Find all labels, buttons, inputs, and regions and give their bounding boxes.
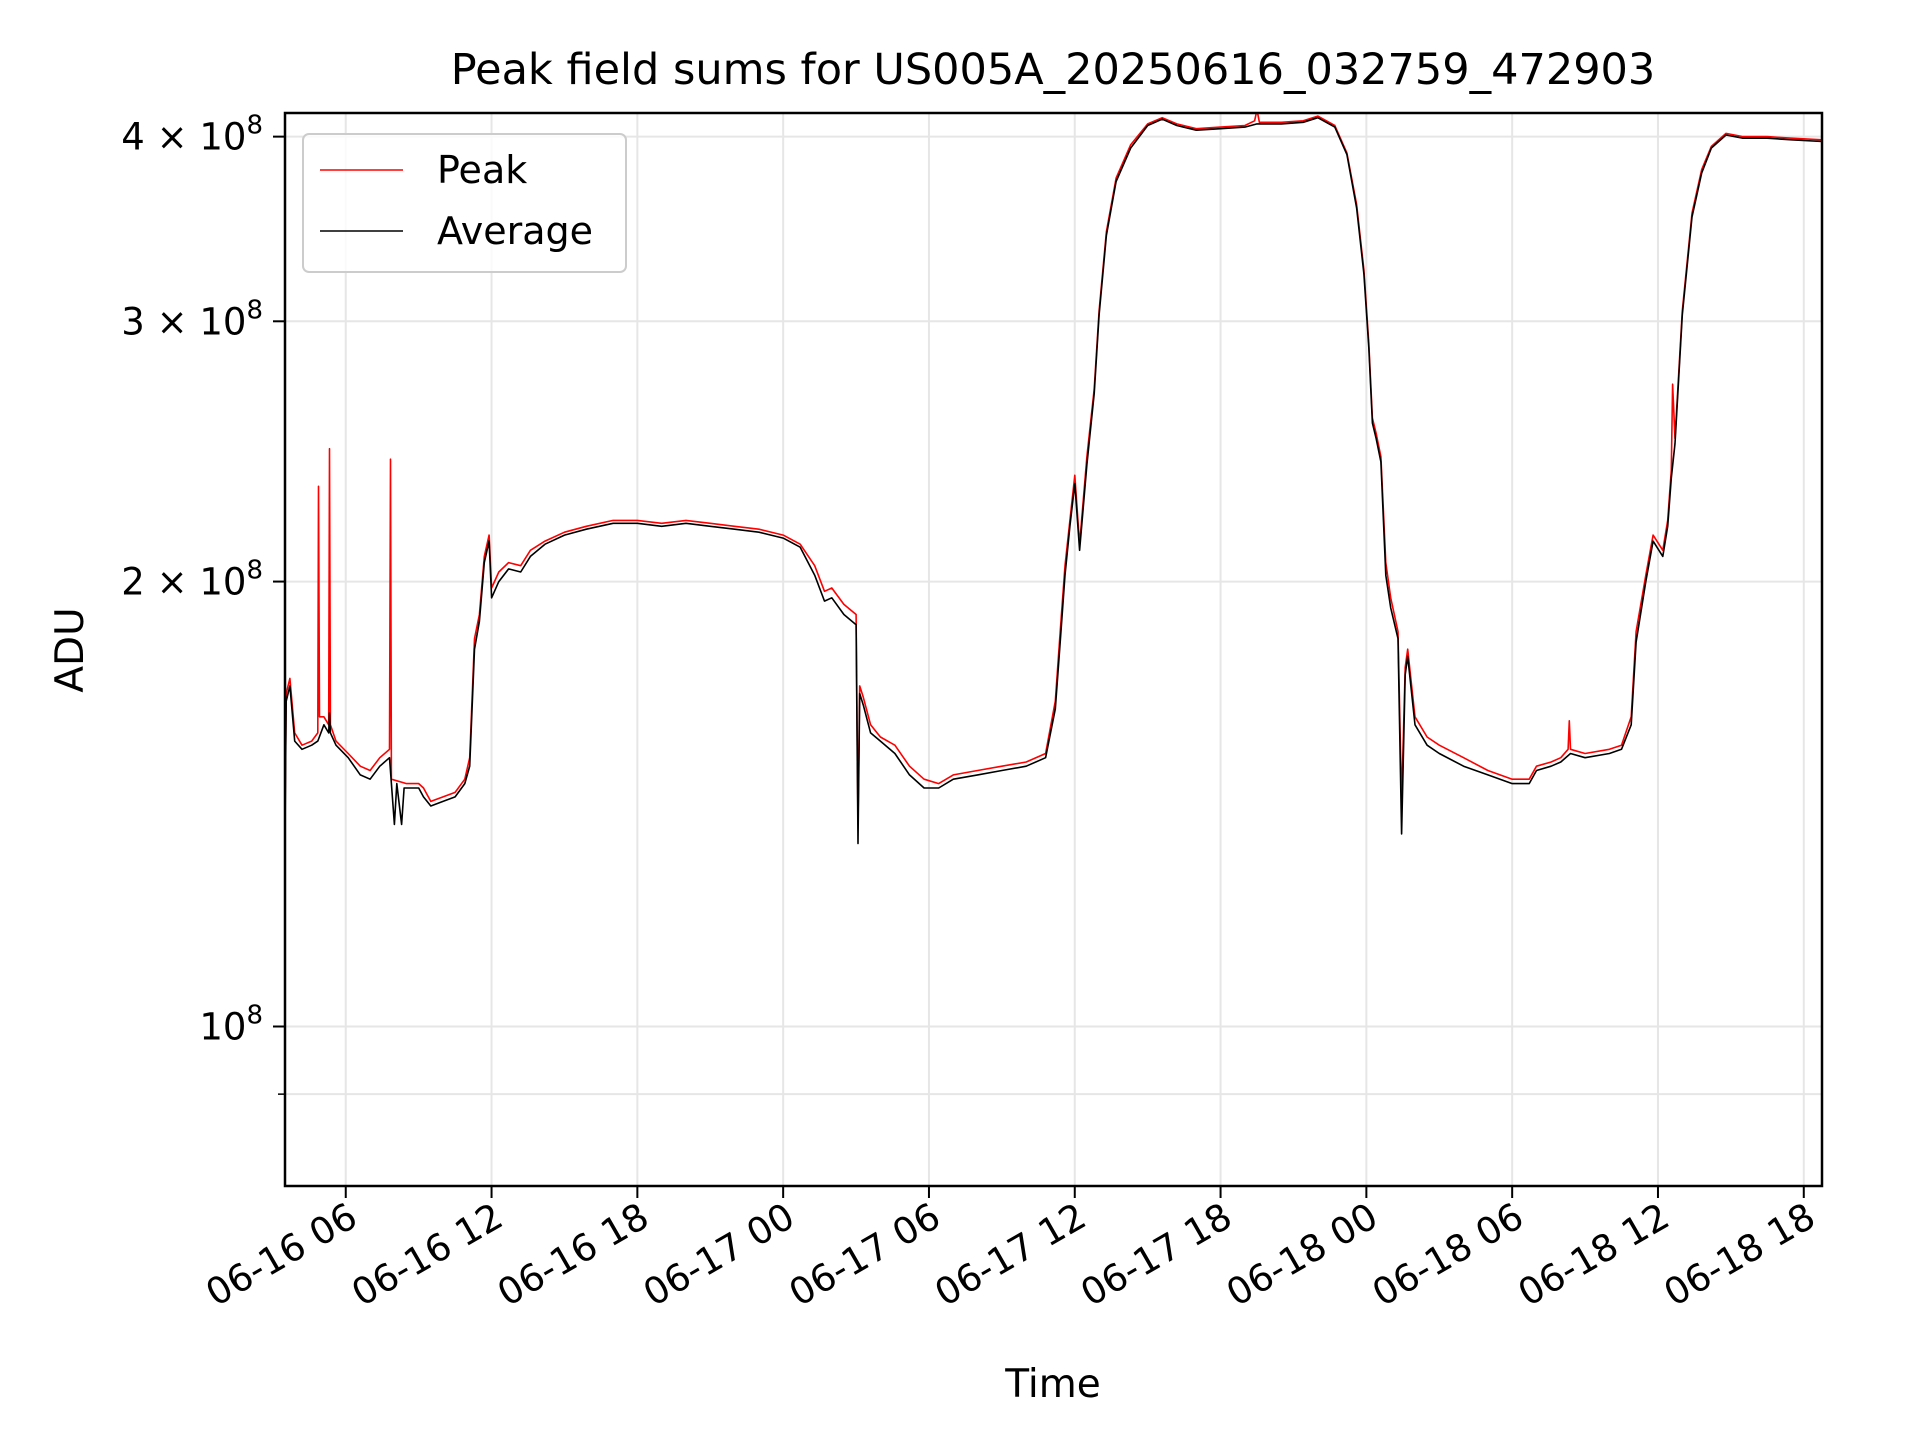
legend-box — [302, 133, 627, 273]
y-tick-label: 4 × 108 — [121, 111, 263, 159]
plot-frame — [283, 111, 1824, 1188]
legend-label-peak: Peak — [437, 148, 527, 192]
series-lines — [285, 113, 1822, 845]
x-axis-label: Time — [1004, 1362, 1100, 1407]
grid — [285, 113, 1822, 1186]
chart-title: Peak field sums for US005A_20250616_0327… — [451, 45, 1656, 95]
y-tick-label: 3 × 108 — [121, 295, 263, 343]
legend-label-average: Average — [437, 209, 593, 253]
legend: Peak Average — [302, 133, 627, 273]
y-tick-label: 2 × 108 — [121, 556, 263, 604]
y-tick-label: 108 — [199, 1001, 263, 1049]
series-line-average — [285, 116, 1822, 845]
y-axis-label: ADU — [48, 607, 93, 692]
